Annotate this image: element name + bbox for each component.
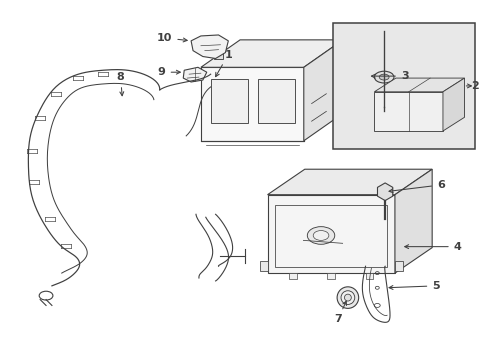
- Ellipse shape: [306, 227, 334, 244]
- Bar: [257, 79, 294, 123]
- Text: 4: 4: [404, 242, 461, 252]
- Bar: [210, 79, 247, 123]
- Ellipse shape: [374, 71, 393, 83]
- Ellipse shape: [312, 230, 328, 240]
- Polygon shape: [201, 40, 342, 67]
- Ellipse shape: [340, 291, 354, 305]
- Ellipse shape: [379, 74, 388, 80]
- Text: 8: 8: [117, 72, 124, 96]
- Bar: [394, 261, 402, 271]
- Polygon shape: [442, 78, 464, 131]
- Bar: [365, 273, 373, 279]
- Text: 2: 2: [470, 81, 478, 91]
- Polygon shape: [303, 40, 342, 141]
- Ellipse shape: [344, 294, 350, 301]
- Polygon shape: [374, 92, 442, 131]
- Text: 7: 7: [333, 301, 346, 324]
- Polygon shape: [183, 67, 206, 82]
- Ellipse shape: [336, 287, 358, 309]
- Polygon shape: [394, 169, 431, 273]
- Polygon shape: [267, 169, 431, 195]
- Text: 3: 3: [371, 71, 407, 81]
- Polygon shape: [267, 195, 394, 273]
- Bar: [288, 273, 296, 279]
- Text: 1: 1: [215, 50, 232, 77]
- Bar: [332, 23, 474, 149]
- Text: 9: 9: [158, 67, 180, 77]
- Bar: [326, 273, 334, 279]
- Text: 5: 5: [388, 281, 439, 291]
- Polygon shape: [374, 78, 464, 92]
- Polygon shape: [191, 35, 228, 58]
- Bar: [213, 50, 223, 59]
- Bar: [259, 261, 267, 271]
- Text: 10: 10: [157, 33, 187, 43]
- Polygon shape: [201, 67, 303, 141]
- Text: 6: 6: [388, 180, 444, 193]
